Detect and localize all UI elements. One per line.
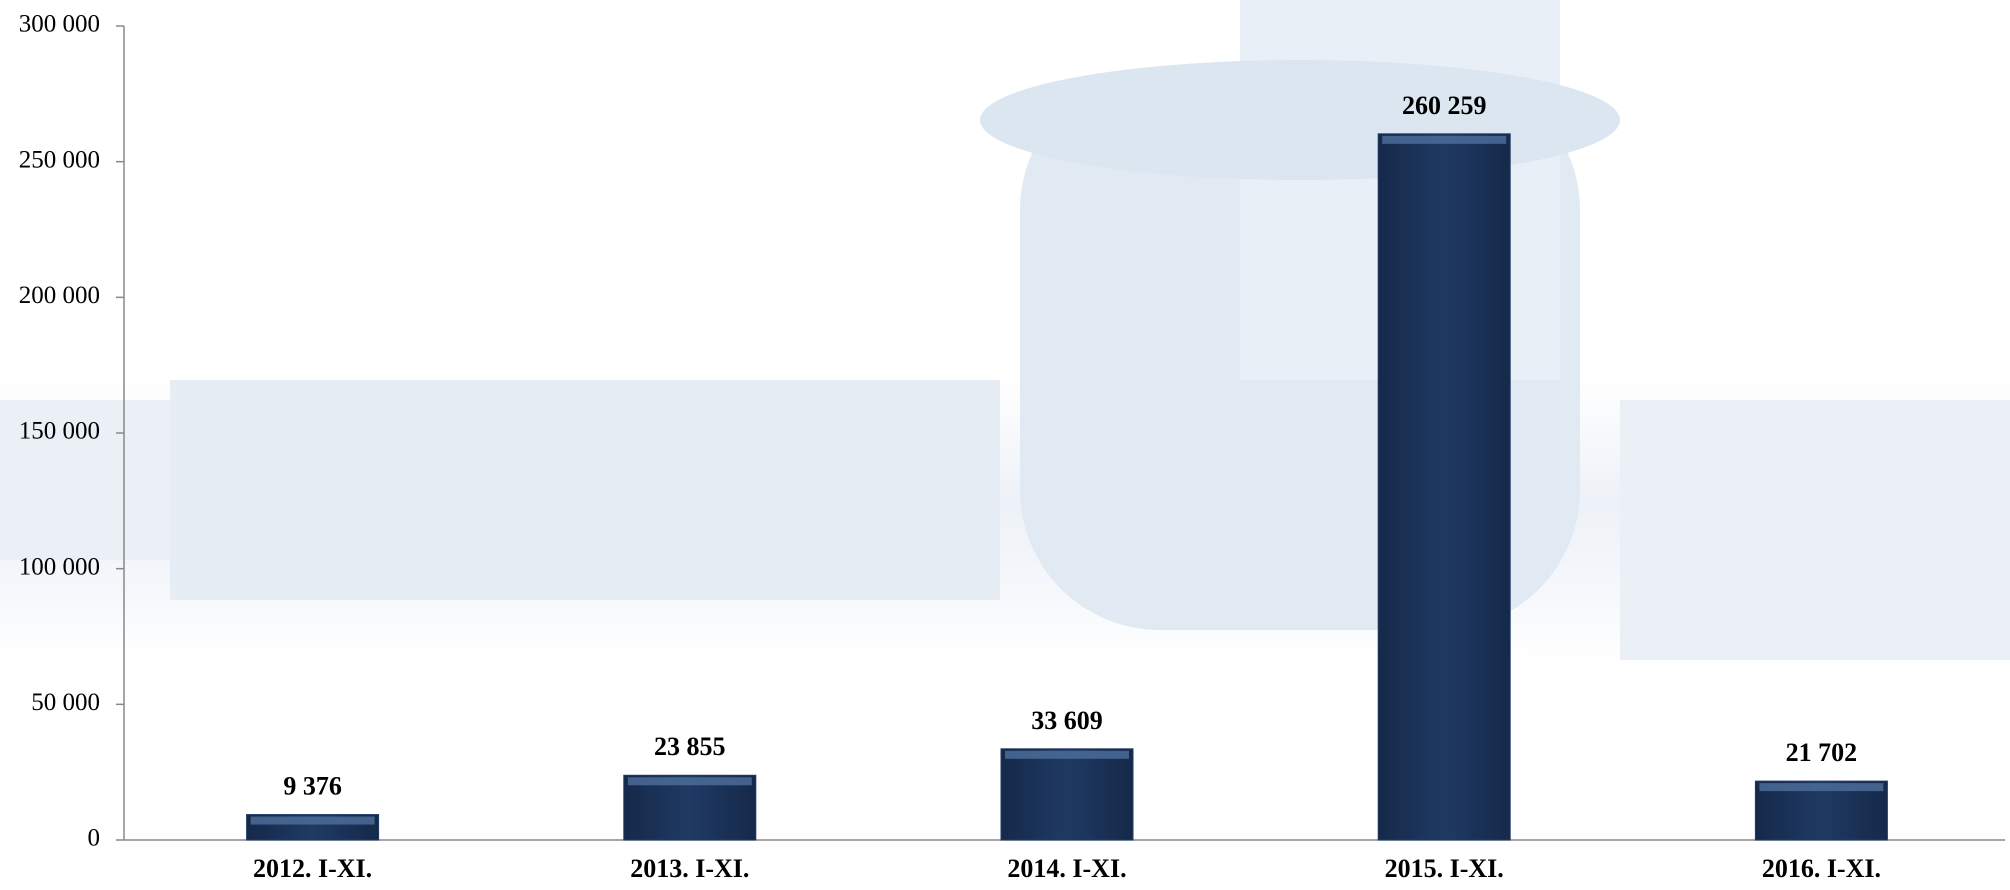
x-tick-label: 2012. I-XI. (253, 854, 372, 883)
background-building (0, 0, 2010, 730)
x-tick-label: 2015. I-XI. (1385, 854, 1504, 883)
y-tick-label: 250 000 (19, 146, 100, 173)
data-label: 23 855 (654, 732, 726, 761)
y-tick-label: 0 (88, 825, 101, 852)
bar (623, 774, 757, 841)
x-tick-label: 2014. I-XI. (1007, 854, 1126, 883)
y-tick-label: 100 000 (19, 553, 100, 580)
bar (1377, 133, 1511, 841)
bar (1000, 748, 1134, 841)
bar-highlight (627, 777, 752, 786)
x-tick-label: 2013. I-XI. (630, 854, 749, 883)
data-label: 260 259 (1402, 91, 1487, 120)
y-tick-label: 50 000 (31, 689, 100, 716)
bar-highlight (1382, 135, 1507, 144)
bar-highlight (250, 816, 375, 825)
y-tick-label: 300 000 (19, 11, 100, 38)
y-tick-label: 150 000 (19, 418, 100, 445)
data-label: 33 609 (1031, 706, 1103, 735)
data-label: 9 376 (283, 772, 342, 801)
bar-highlight (1759, 783, 1884, 792)
y-tick-label: 200 000 (19, 282, 100, 309)
x-tick-label: 2016. I-XI. (1762, 854, 1881, 883)
bar-highlight (1005, 750, 1129, 759)
data-label: 21 702 (1786, 738, 1858, 767)
